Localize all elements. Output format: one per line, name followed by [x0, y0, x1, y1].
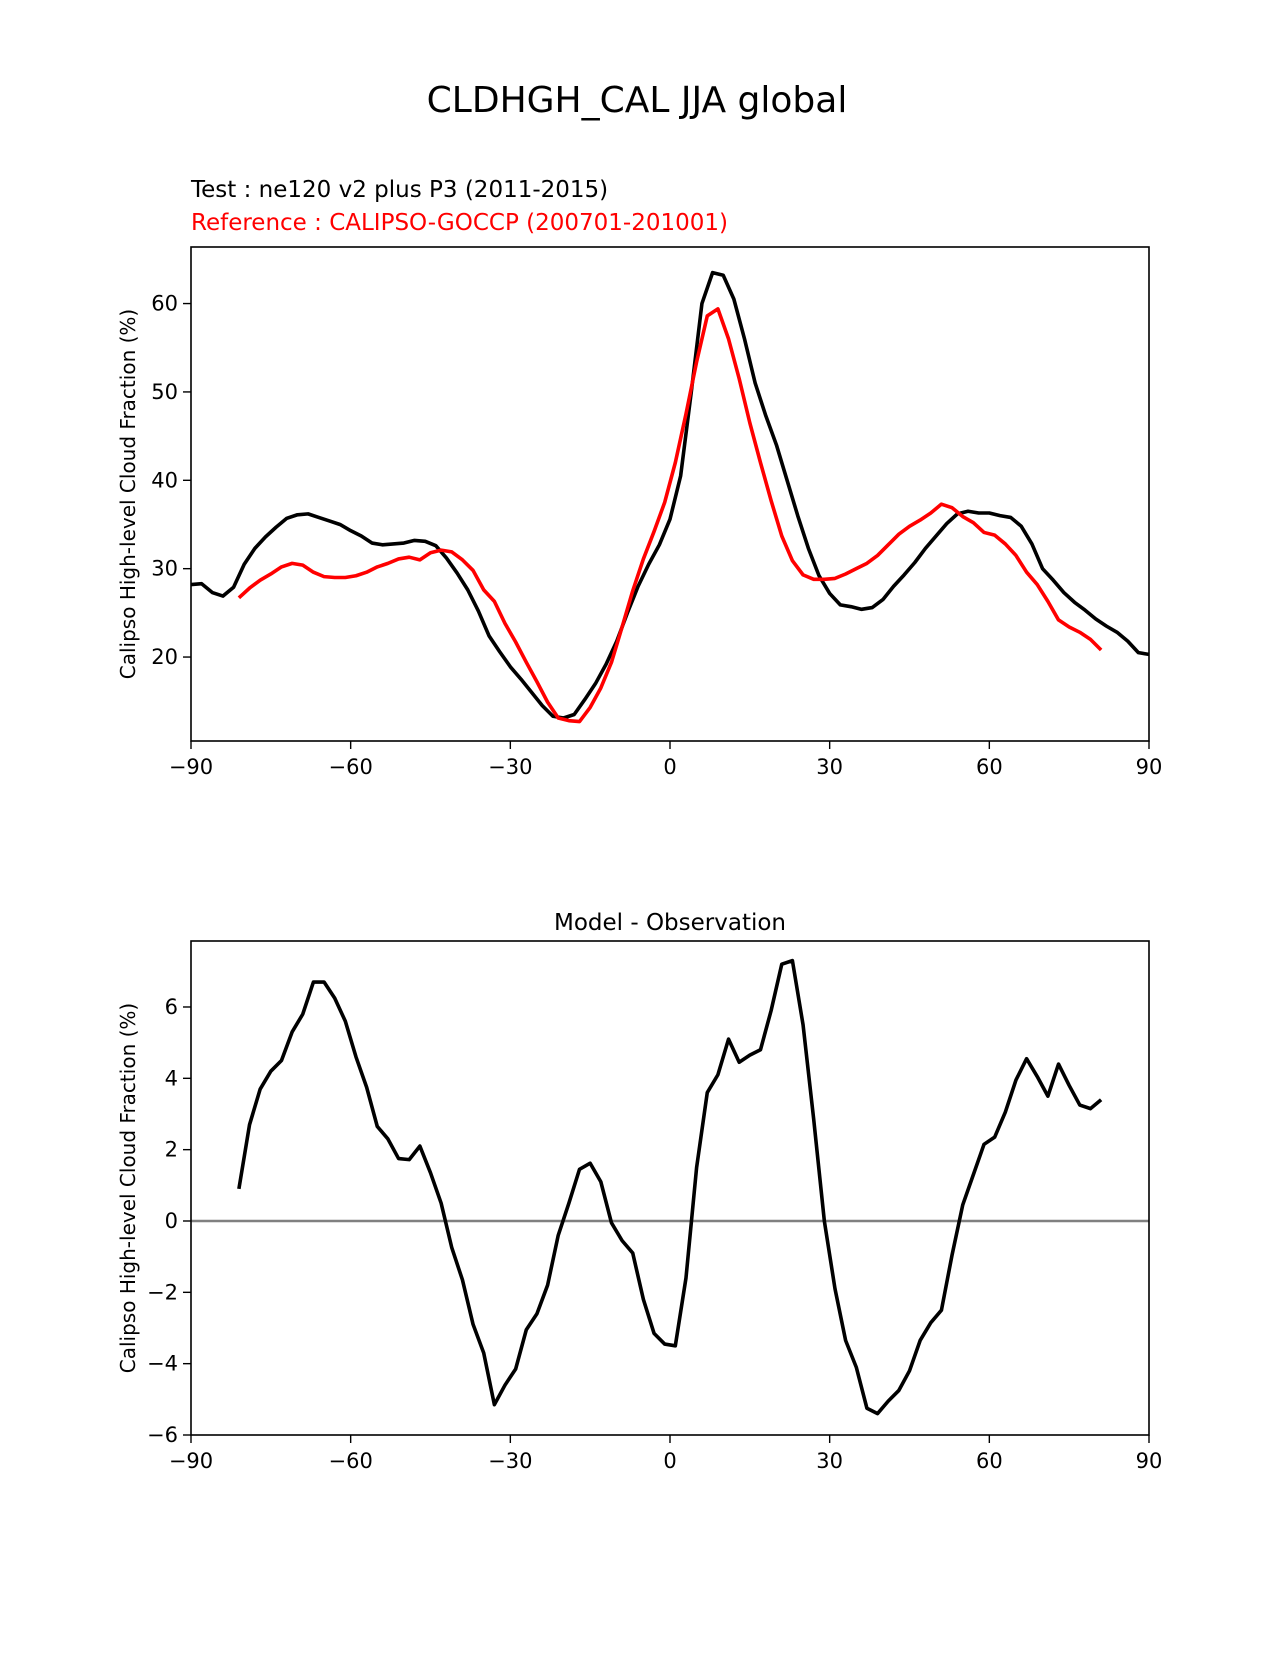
reference-title: Reference : CALIPSO-GOCCP (200701-201001… [191, 210, 728, 236]
x-tick-label: −30 [488, 1449, 532, 1473]
x-tick-label: 30 [816, 1449, 843, 1473]
x-tick-label: 60 [976, 1449, 1003, 1473]
y-axis-label: Calipso High-level Cloud Fraction (%) [116, 1003, 140, 1373]
y-tick-label: 60 [151, 292, 178, 316]
x-tick-label: 0 [663, 1449, 676, 1473]
x-tick-label: 90 [1136, 1449, 1163, 1473]
x-tick-label: 30 [816, 755, 843, 779]
panel-title: Model - Observation [554, 910, 786, 936]
y-tick-label: −6 [147, 1423, 178, 1447]
y-tick-label: 30 [151, 557, 178, 581]
y-tick-label: 4 [165, 1066, 178, 1090]
reference-series-line [237, 307, 1103, 724]
y-tick-label: 6 [165, 995, 178, 1019]
x-tick-label: −90 [169, 1449, 213, 1473]
test-series-line [191, 270, 1149, 720]
y-tick-label: 0 [165, 1209, 178, 1233]
x-tick-label: −60 [329, 1449, 373, 1473]
x-tick-label: 0 [663, 755, 676, 779]
y-tick-label: 40 [151, 468, 178, 492]
difference-series-line [237, 958, 1103, 1416]
x-tick-label: 60 [976, 755, 1003, 779]
top-panel: Test : ne120 v2 plus P3 (2011-2015) Refer… [116, 177, 1162, 779]
y-tick-label: −2 [147, 1280, 178, 1304]
y-tick-label: 50 [151, 380, 178, 404]
test-title: Test : ne120 v2 plus P3 (2011-2015) [190, 177, 608, 203]
y-tick-label: 20 [151, 645, 178, 669]
y-tick-label: 2 [165, 1138, 178, 1162]
x-tick-label: −30 [488, 755, 532, 779]
x-tick-label: −90 [169, 755, 213, 779]
x-tick-label: −60 [329, 755, 373, 779]
y-axis-label: Calipso High-level Cloud Fraction (%) [116, 309, 140, 679]
figure-title: CLDHGH_CAL JJA global [427, 80, 848, 121]
x-tick-label: 90 [1136, 755, 1163, 779]
y-tick-label: −4 [147, 1352, 178, 1376]
bottom-panel: Model - Observation−90 −60 −30 0 30 60 90−6−4−… [116, 910, 1162, 1473]
